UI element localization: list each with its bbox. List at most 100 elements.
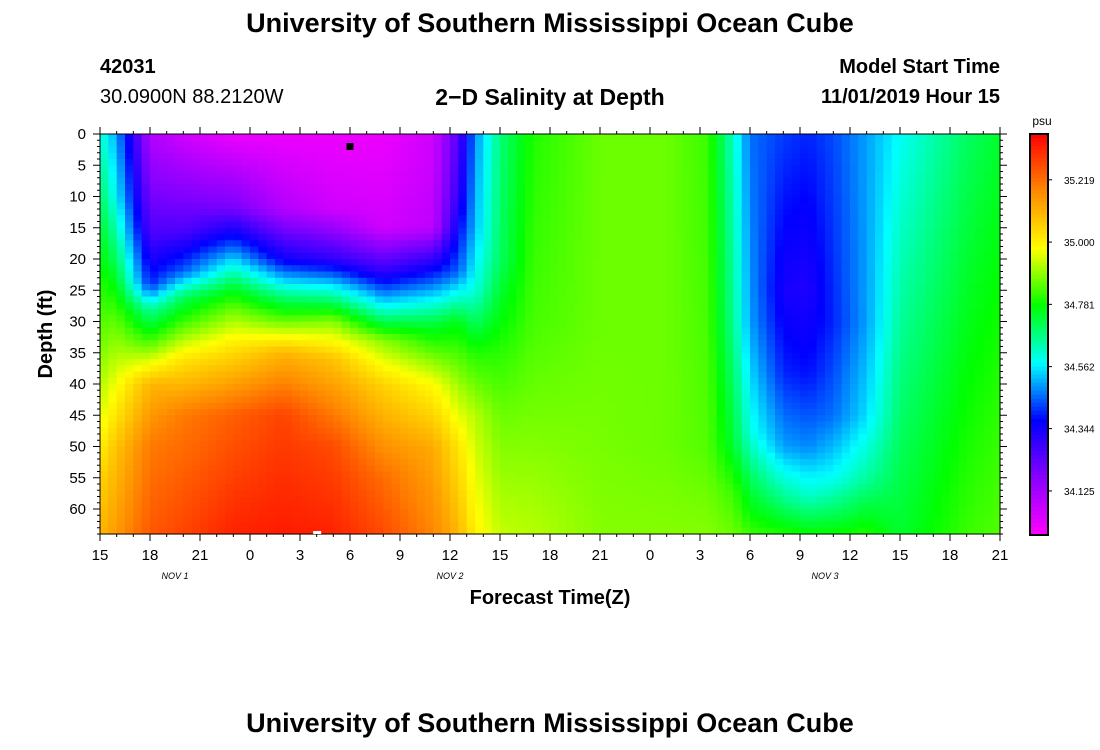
- heatmap-cell: [375, 521, 384, 529]
- heatmap-cell: [450, 240, 459, 248]
- heatmap-cell: [708, 377, 718, 385]
- heatmap-cell: [741, 490, 751, 498]
- heatmap-cell: [575, 402, 584, 410]
- heatmap-cell: [700, 246, 709, 254]
- heatmap-cell: [250, 302, 259, 310]
- heatmap-cell: [666, 234, 676, 241]
- heatmap-cell: [141, 159, 151, 166]
- heatmap-cell: [591, 434, 601, 441]
- heatmap-cell: [741, 209, 751, 216]
- heatmap-cell: [308, 246, 318, 254]
- heatmap-cell: [558, 440, 568, 448]
- heatmap-cell: [425, 515, 434, 523]
- heatmap-cell: [250, 265, 259, 273]
- heatmap-cell: [591, 171, 601, 179]
- heatmap-cell: [316, 415, 326, 423]
- heatmap-cell: [650, 402, 659, 410]
- heatmap-cell: [258, 265, 268, 273]
- heatmap-cell: [208, 271, 218, 279]
- heatmap-cell: [275, 365, 284, 373]
- heatmap-cell: [391, 496, 401, 504]
- heatmap-cell: [300, 352, 309, 360]
- heatmap-cell: [450, 452, 459, 460]
- heatmap-cell: [458, 521, 468, 529]
- heatmap-cell: [591, 259, 601, 266]
- heatmap-cell: [425, 159, 434, 166]
- heatmap-cell: [708, 371, 718, 379]
- heatmap-cell: [608, 396, 618, 404]
- heatmap-cell: [491, 515, 501, 523]
- heatmap-cell: [658, 396, 668, 404]
- heatmap-cell: [108, 165, 118, 173]
- heatmap-cell: [133, 402, 143, 410]
- heatmap-cell: [675, 334, 684, 341]
- heatmap-cell: [308, 196, 318, 204]
- heatmap-cell: [608, 440, 618, 448]
- heatmap-cell: [233, 271, 243, 279]
- heatmap-cell: [141, 234, 151, 241]
- heatmap-cell: [600, 146, 609, 154]
- heatmap-cell: [216, 321, 226, 329]
- heatmap-cell: [175, 259, 184, 266]
- heatmap-cell: [250, 402, 259, 410]
- heatmap-cell: [175, 496, 184, 504]
- heatmap-cell: [225, 377, 234, 385]
- heatmap-cell: [441, 315, 451, 323]
- heatmap-cell: [433, 490, 443, 498]
- heatmap-cell: [150, 415, 159, 423]
- heatmap-cell: [316, 352, 326, 360]
- heatmap-cell: [116, 234, 126, 241]
- heatmap-cell: [250, 309, 259, 316]
- heatmap-cell: [175, 421, 184, 429]
- heatmap-cell: [483, 271, 493, 279]
- heatmap-cell: [691, 334, 701, 341]
- heatmap-cell: [550, 477, 559, 485]
- heatmap-cell: [308, 434, 318, 441]
- heatmap-cell: [633, 196, 643, 204]
- heatmap-cell: [675, 196, 684, 204]
- heatmap-cell: [408, 390, 418, 398]
- heatmap-cell: [258, 384, 268, 391]
- heatmap-cell: [591, 346, 601, 354]
- heatmap-cell: [466, 309, 476, 316]
- heatmap-cell: [733, 177, 743, 185]
- heatmap-cell: [725, 196, 734, 204]
- heatmap-cell: [483, 146, 493, 154]
- heatmap-cell: [525, 190, 534, 198]
- heatmap-cell: [508, 521, 518, 529]
- heatmap-cell: [333, 134, 343, 141]
- heatmap-cell: [666, 509, 676, 516]
- heatmap-cell: [141, 240, 151, 248]
- heatmap-cell: [366, 521, 376, 529]
- heatmap-cell: [358, 396, 368, 404]
- heatmap-cell: [708, 202, 718, 210]
- heatmap-cell: [716, 215, 726, 223]
- heatmap-cell: [600, 202, 609, 210]
- heatmap-cell: [300, 402, 309, 410]
- heatmap-cell: [733, 471, 743, 479]
- heatmap-cell: [233, 134, 243, 141]
- heatmap-cell: [616, 190, 626, 198]
- heatmap-cell: [166, 234, 176, 241]
- heatmap-cell: [191, 215, 201, 223]
- heatmap-cell: [200, 402, 209, 410]
- heatmap-cell: [375, 477, 384, 485]
- heatmap-cell: [391, 371, 401, 379]
- heatmap-cell: [250, 359, 259, 366]
- heatmap-cell: [208, 165, 218, 173]
- heatmap-cell: [175, 459, 184, 466]
- heatmap-cell: [425, 527, 434, 535]
- heatmap-cell: [425, 227, 434, 235]
- heatmap-cell: [566, 290, 576, 298]
- heatmap-cell: [150, 371, 159, 379]
- heatmap-cell: [283, 465, 293, 473]
- heatmap-cell: [558, 152, 568, 160]
- heatmap-cell: [558, 477, 568, 485]
- heatmap-cell: [100, 290, 109, 298]
- heatmap-cell: [458, 209, 468, 216]
- heatmap-cell: [108, 434, 118, 441]
- heatmap-cell: [400, 421, 409, 429]
- heatmap-cell: [508, 409, 518, 416]
- heatmap-cell: [425, 377, 434, 385]
- heatmap-cell: [458, 159, 468, 166]
